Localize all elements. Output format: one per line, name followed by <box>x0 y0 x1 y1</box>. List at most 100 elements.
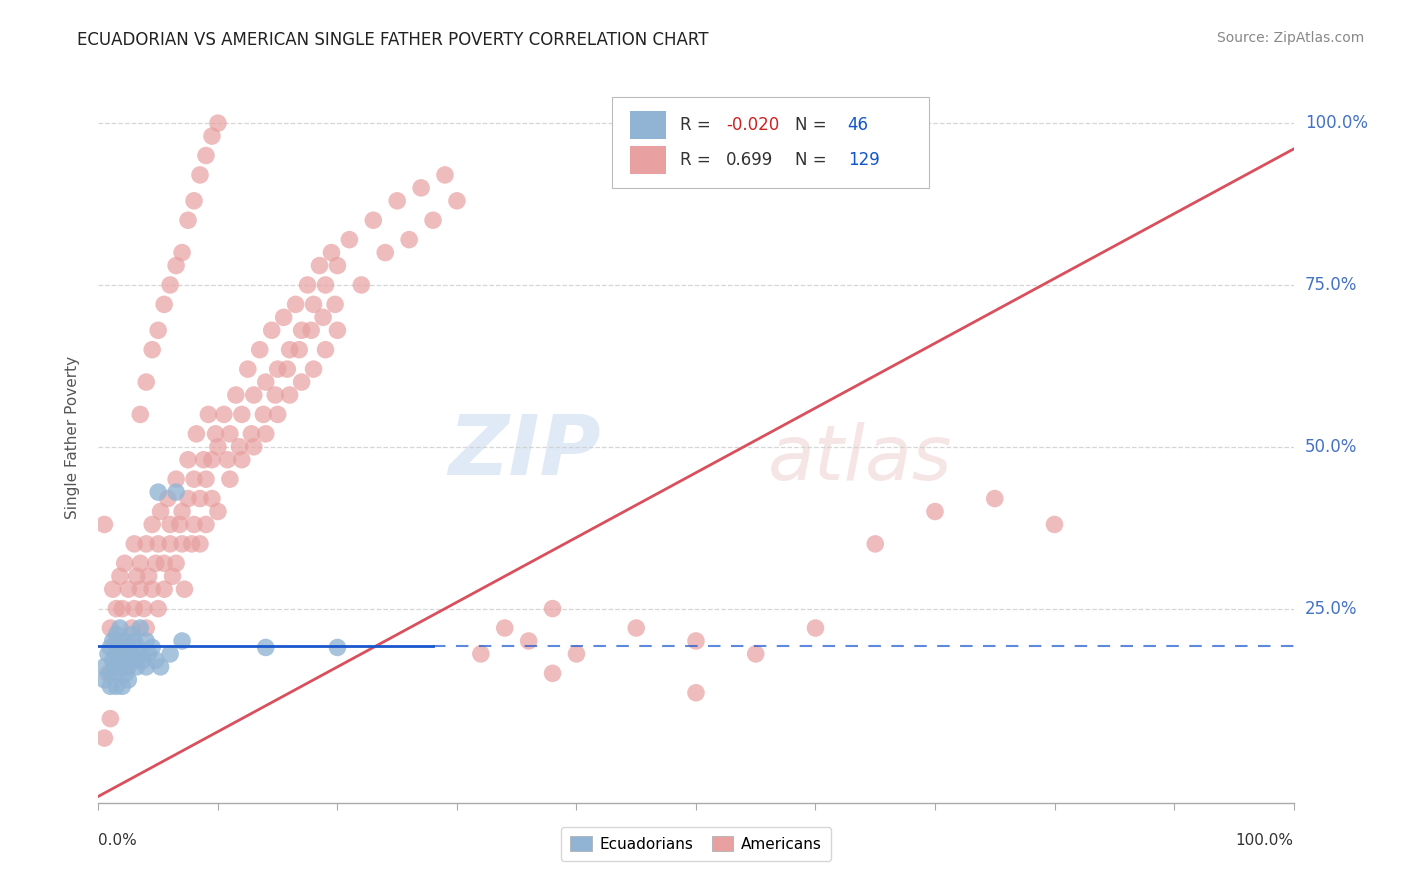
Point <box>145 557 167 571</box>
Point <box>98 666 122 681</box>
Text: R =: R = <box>681 151 717 169</box>
Point <box>159 277 181 292</box>
Point <box>291 323 314 337</box>
Point <box>252 408 274 422</box>
Point <box>291 375 314 389</box>
Point <box>135 660 157 674</box>
Point <box>124 537 146 551</box>
Point <box>135 375 157 389</box>
Point <box>297 277 319 292</box>
Point <box>326 259 349 273</box>
Point <box>124 601 146 615</box>
Point <box>924 504 946 518</box>
Point <box>254 426 277 441</box>
Point <box>159 517 181 532</box>
Text: 129: 129 <box>848 151 880 169</box>
Point <box>93 660 115 674</box>
Point <box>183 194 205 208</box>
Point <box>97 666 120 681</box>
FancyBboxPatch shape <box>630 146 666 174</box>
Point <box>385 194 409 208</box>
Point <box>188 537 211 551</box>
Point <box>101 653 124 667</box>
Text: 50.0%: 50.0% <box>1305 438 1357 456</box>
Point <box>117 582 139 597</box>
Point <box>156 491 179 506</box>
FancyBboxPatch shape <box>613 97 929 188</box>
Point <box>284 297 307 311</box>
Point <box>114 557 136 571</box>
Point <box>685 634 707 648</box>
Point <box>273 310 295 325</box>
Point <box>231 408 253 422</box>
Text: -0.020: -0.020 <box>725 116 779 134</box>
Text: R =: R = <box>681 116 717 134</box>
Point <box>105 666 128 681</box>
Point <box>114 653 136 667</box>
Point <box>172 634 194 648</box>
Point <box>129 621 152 635</box>
Point <box>278 388 301 402</box>
Point <box>212 408 235 422</box>
Point <box>186 426 208 441</box>
Point <box>219 472 242 486</box>
Point <box>165 485 187 500</box>
Point <box>865 537 887 551</box>
Point <box>93 517 115 532</box>
Point <box>374 245 396 260</box>
Legend: Ecuadorians, Americans: Ecuadorians, Americans <box>561 827 831 861</box>
Point <box>127 640 149 655</box>
Point <box>173 582 195 597</box>
Point <box>117 673 139 687</box>
Point <box>201 129 224 144</box>
Point <box>138 647 160 661</box>
Point <box>125 660 148 674</box>
Point <box>411 181 433 195</box>
Point <box>201 452 224 467</box>
Point <box>278 343 301 357</box>
Point <box>97 647 120 661</box>
Point <box>108 621 131 635</box>
Point <box>124 653 146 667</box>
Point <box>195 472 218 486</box>
Point <box>228 440 250 454</box>
Point <box>225 388 247 402</box>
Point <box>626 621 648 635</box>
Point <box>204 426 226 441</box>
Point <box>111 660 134 674</box>
Point <box>172 245 194 260</box>
Point <box>131 653 153 667</box>
Point <box>236 362 259 376</box>
Point <box>177 452 200 467</box>
Point <box>260 323 283 337</box>
Text: 100.0%: 100.0% <box>1236 833 1294 848</box>
Point <box>108 569 131 583</box>
Point <box>107 640 129 655</box>
Text: 25.0%: 25.0% <box>1305 599 1357 617</box>
Point <box>105 647 128 661</box>
Point <box>243 440 266 454</box>
Point <box>183 517 205 532</box>
Point <box>1043 517 1066 532</box>
FancyBboxPatch shape <box>630 111 666 138</box>
Point <box>141 343 163 357</box>
Point <box>312 310 335 325</box>
Point <box>197 408 219 422</box>
Point <box>165 259 187 273</box>
Point <box>115 666 138 681</box>
Point <box>105 634 128 648</box>
Point <box>117 640 139 655</box>
Point <box>148 485 170 500</box>
Point <box>422 213 444 227</box>
Point <box>339 233 361 247</box>
Point <box>162 569 184 583</box>
Text: Source: ZipAtlas.com: Source: ZipAtlas.com <box>1216 31 1364 45</box>
Text: atlas: atlas <box>768 422 952 496</box>
Point <box>129 408 152 422</box>
Point <box>135 537 157 551</box>
Point <box>302 362 325 376</box>
Point <box>149 660 172 674</box>
Point <box>541 601 564 615</box>
Y-axis label: Single Father Poverty: Single Father Poverty <box>65 356 80 518</box>
Point <box>105 601 128 615</box>
